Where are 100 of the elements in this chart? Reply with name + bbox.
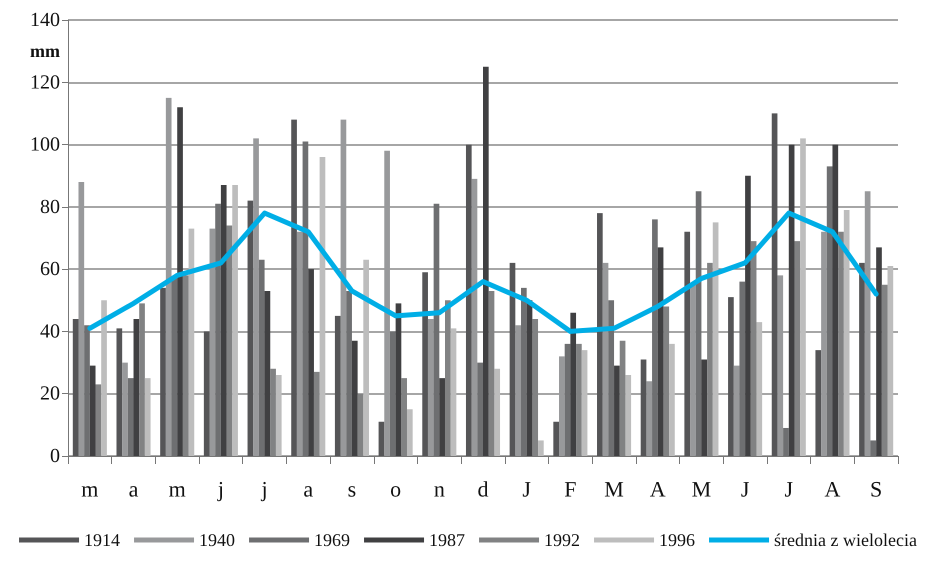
bar (384, 150, 390, 456)
x-tick-label: o (390, 476, 402, 502)
legend-label: 1996 (659, 530, 696, 550)
x-tick-label: M (692, 476, 712, 502)
y-tick-label: 120 (30, 71, 60, 94)
bar (466, 144, 472, 456)
bar (701, 359, 708, 456)
y-tick-label: 60 (40, 258, 60, 280)
bar (800, 138, 806, 456)
bar (815, 350, 822, 456)
bar (352, 340, 358, 456)
bar (90, 366, 96, 456)
bar (428, 318, 434, 456)
bar (864, 191, 870, 456)
x-tick-label: j (216, 476, 224, 502)
bar (684, 232, 690, 456)
bar (363, 260, 369, 456)
x-tick-label: F (564, 476, 576, 502)
bar (494, 368, 500, 456)
bar (559, 356, 565, 456)
legend-label: 1992 (544, 530, 580, 550)
x-tick-label: m (168, 476, 186, 502)
bar (788, 144, 794, 456)
x-tick-label: n (434, 476, 445, 502)
bar (570, 312, 576, 456)
bar (296, 232, 303, 456)
bar (777, 275, 784, 456)
bar (832, 144, 838, 456)
bar (308, 269, 314, 456)
x-tick-label: s (348, 476, 356, 502)
bar (888, 266, 894, 456)
y-tick-label: 100 (30, 134, 60, 156)
legend-label: 1940 (199, 530, 236, 550)
bar (439, 378, 445, 456)
y-tick-label: 40 (40, 320, 60, 342)
x-tick-label: A (824, 476, 841, 502)
bar (844, 210, 850, 456)
bar (538, 440, 544, 456)
y-tick-label: 0 (50, 445, 60, 467)
bar (78, 182, 84, 456)
bar (406, 409, 413, 456)
bar (510, 262, 516, 456)
bar (101, 300, 107, 456)
bar (396, 303, 402, 456)
bar (472, 178, 478, 456)
bar (712, 222, 718, 456)
x-tick-label: A (650, 476, 666, 502)
y-tick-label: 20 (40, 382, 60, 405)
bar (144, 378, 151, 456)
bar (264, 290, 270, 456)
bar (188, 228, 194, 456)
bar (422, 272, 428, 456)
bar (248, 200, 254, 456)
bar (876, 247, 882, 456)
x-tick-label: S (870, 476, 882, 502)
bar (669, 344, 675, 456)
bar (821, 232, 827, 456)
bar (72, 318, 78, 456)
bar (756, 322, 762, 456)
bar (450, 328, 456, 456)
x-tick-label: J (740, 476, 750, 502)
bar (658, 247, 664, 456)
legend-label: średnia z wielolecia (774, 530, 917, 550)
bar (483, 66, 489, 456)
bar (204, 331, 210, 456)
x-tick-label: d (478, 476, 488, 502)
bar (160, 288, 166, 456)
bar (597, 213, 603, 456)
bar (320, 157, 326, 456)
x-tick-label: J (522, 476, 532, 502)
bar (210, 228, 216, 456)
bar (734, 366, 740, 456)
bar (122, 362, 128, 456)
legend-label: 1969 (314, 530, 350, 550)
bar (728, 297, 734, 456)
legend-label: 1914 (84, 530, 120, 550)
bar (614, 366, 620, 456)
bar (334, 316, 341, 456)
bar (526, 300, 532, 456)
bar (553, 422, 560, 456)
bar (291, 120, 297, 456)
bar (602, 262, 608, 456)
bar (772, 113, 778, 456)
bar (276, 375, 282, 456)
bar (134, 318, 140, 456)
bar (690, 284, 696, 456)
x-tick-label: a (128, 476, 139, 502)
bar (220, 185, 227, 456)
x-tick-label: M (604, 476, 624, 502)
bar (640, 359, 646, 456)
x-tick-label: J (784, 476, 794, 502)
bar (515, 325, 522, 456)
y-tick-label: 140 (30, 9, 60, 31)
bar (232, 185, 238, 456)
bar (378, 422, 384, 456)
bar (166, 98, 172, 456)
bar (253, 138, 259, 456)
bar (745, 176, 751, 456)
bar (859, 262, 865, 456)
bar (646, 381, 652, 456)
